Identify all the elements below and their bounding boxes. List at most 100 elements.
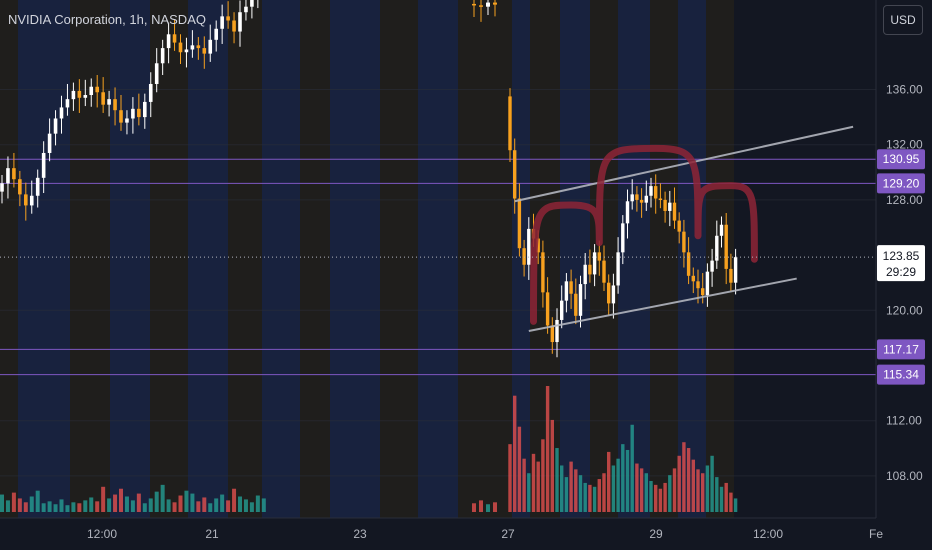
candle[interactable] xyxy=(178,34,183,64)
candle[interactable] xyxy=(220,4,224,44)
candle[interactable] xyxy=(232,12,236,44)
candle[interactable] xyxy=(672,187,677,229)
candle[interactable] xyxy=(733,248,738,295)
candle[interactable] xyxy=(24,182,28,221)
candle[interactable] xyxy=(71,82,76,111)
candle[interactable] xyxy=(65,83,70,116)
candle[interactable] xyxy=(729,253,733,291)
candle[interactable] xyxy=(214,20,218,52)
candle[interactable] xyxy=(574,278,578,325)
candle[interactable] xyxy=(160,39,165,76)
candle[interactable] xyxy=(550,317,554,354)
candle[interactable] xyxy=(202,36,207,69)
candle[interactable] xyxy=(611,273,616,319)
candle[interactable] xyxy=(53,110,58,146)
candle[interactable] xyxy=(18,170,22,207)
time-axis[interactable] xyxy=(0,518,932,550)
candle[interactable] xyxy=(686,237,691,285)
candle[interactable] xyxy=(493,0,497,17)
candle[interactable] xyxy=(166,22,171,64)
candle[interactable] xyxy=(658,183,663,209)
candle[interactable] xyxy=(256,0,260,9)
candle[interactable] xyxy=(701,273,705,304)
candle[interactable] xyxy=(6,156,10,199)
candle[interactable] xyxy=(0,175,4,204)
candle[interactable] xyxy=(29,180,34,214)
candle[interactable] xyxy=(583,253,587,300)
channel-upper-line[interactable] xyxy=(514,125,854,203)
candle[interactable] xyxy=(154,48,159,93)
candle[interactable] xyxy=(635,186,639,212)
candle[interactable] xyxy=(621,215,625,265)
candle[interactable] xyxy=(131,97,135,134)
candle[interactable] xyxy=(616,237,620,294)
candle[interactable] xyxy=(35,169,40,208)
candle[interactable] xyxy=(715,220,719,269)
candle[interactable] xyxy=(208,24,213,62)
candle[interactable] xyxy=(479,0,483,22)
candle[interactable] xyxy=(682,219,686,268)
candle[interactable] xyxy=(569,269,573,309)
candle[interactable] xyxy=(95,75,99,108)
candle[interactable] xyxy=(83,79,88,107)
candle[interactable] xyxy=(522,239,526,277)
candle[interactable] xyxy=(677,212,681,244)
candle[interactable] xyxy=(588,249,592,283)
candle[interactable] xyxy=(143,93,147,129)
candle[interactable] xyxy=(527,217,531,280)
price-tick-label: 112.00 xyxy=(886,414,922,428)
candle[interactable] xyxy=(125,110,129,135)
candle[interactable] xyxy=(625,189,630,239)
candle[interactable] xyxy=(250,0,254,19)
candle[interactable] xyxy=(597,240,601,276)
candle[interactable] xyxy=(724,213,728,285)
candle[interactable] xyxy=(668,190,672,227)
candle[interactable] xyxy=(508,88,512,162)
candle[interactable] xyxy=(41,141,46,193)
candle[interactable] xyxy=(184,37,189,68)
candle[interactable] xyxy=(47,118,52,162)
candle[interactable] xyxy=(649,177,653,208)
candle[interactable] xyxy=(244,0,248,21)
candle[interactable] xyxy=(113,87,117,126)
candle[interactable] xyxy=(555,308,559,358)
candle[interactable] xyxy=(486,0,490,15)
candle[interactable] xyxy=(639,188,644,218)
candle[interactable] xyxy=(644,180,648,211)
candle[interactable] xyxy=(564,273,569,313)
candle[interactable] xyxy=(578,275,583,328)
candle[interactable] xyxy=(77,79,82,113)
candle[interactable] xyxy=(607,274,611,316)
pattern-arc-path[interactable] xyxy=(530,144,758,325)
candle[interactable] xyxy=(517,183,522,257)
candle[interactable] xyxy=(12,152,16,188)
candle[interactable] xyxy=(691,267,695,294)
candle[interactable] xyxy=(719,216,724,248)
candle[interactable] xyxy=(560,285,564,329)
candle[interactable] xyxy=(705,263,710,307)
candle[interactable] xyxy=(59,95,64,134)
candle[interactable] xyxy=(238,0,242,47)
candle[interactable] xyxy=(172,19,177,51)
candle[interactable] xyxy=(89,78,94,107)
candle[interactable] xyxy=(663,191,667,223)
candle[interactable] xyxy=(148,72,153,118)
candle[interactable] xyxy=(602,245,606,291)
candle[interactable] xyxy=(226,1,230,29)
candle[interactable] xyxy=(137,93,141,126)
candle[interactable] xyxy=(107,90,111,117)
candle[interactable] xyxy=(654,174,658,214)
candle[interactable] xyxy=(101,77,105,113)
candle[interactable] xyxy=(545,277,550,334)
channel-lower-line[interactable] xyxy=(528,277,797,332)
candle[interactable] xyxy=(472,0,476,18)
candle[interactable] xyxy=(541,240,545,308)
candle[interactable] xyxy=(190,30,195,58)
candle[interactable] xyxy=(630,179,634,210)
candle[interactable] xyxy=(119,95,123,131)
candle[interactable] xyxy=(196,37,201,60)
candle[interactable] xyxy=(710,248,714,287)
candle[interactable] xyxy=(592,244,597,287)
currency-button[interactable]: USD xyxy=(883,5,923,35)
